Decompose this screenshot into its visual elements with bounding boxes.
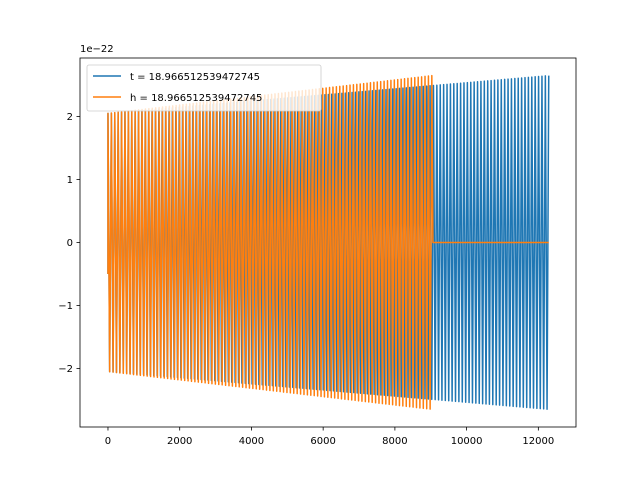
y-tick-label: 2 xyxy=(67,112,73,123)
x-tick-label: 12000 xyxy=(522,436,554,447)
y-tick-label: 1 xyxy=(67,175,73,186)
series-line-h xyxy=(107,74,549,410)
x-tick-label: 0 xyxy=(105,436,111,447)
x-tick-label: 4000 xyxy=(239,436,264,447)
x-tick-label: 10000 xyxy=(451,436,483,447)
series-layer xyxy=(107,74,550,410)
y-tick-label: −2 xyxy=(58,364,73,375)
legend-label-t: t = 18.966512539472745 xyxy=(130,72,260,83)
y-offset-label: 1e−22 xyxy=(80,44,114,55)
x-tick-label: 6000 xyxy=(310,436,335,447)
legend: t = 18.966512539472745 h = 18.9665125394… xyxy=(86,64,322,112)
y-tick-label: −1 xyxy=(58,301,73,312)
y-tick-label: 0 xyxy=(67,238,73,249)
legend-label-h: h = 18.966512539472745 xyxy=(130,93,262,104)
x-tick-label: 8000 xyxy=(382,436,407,447)
x-tick-label: 2000 xyxy=(167,436,192,447)
axes-ticks: 0 2000 4000 6000 8000 10000 12000 −2 −1 0 1 2 xyxy=(58,112,554,447)
legend-box xyxy=(86,64,322,112)
